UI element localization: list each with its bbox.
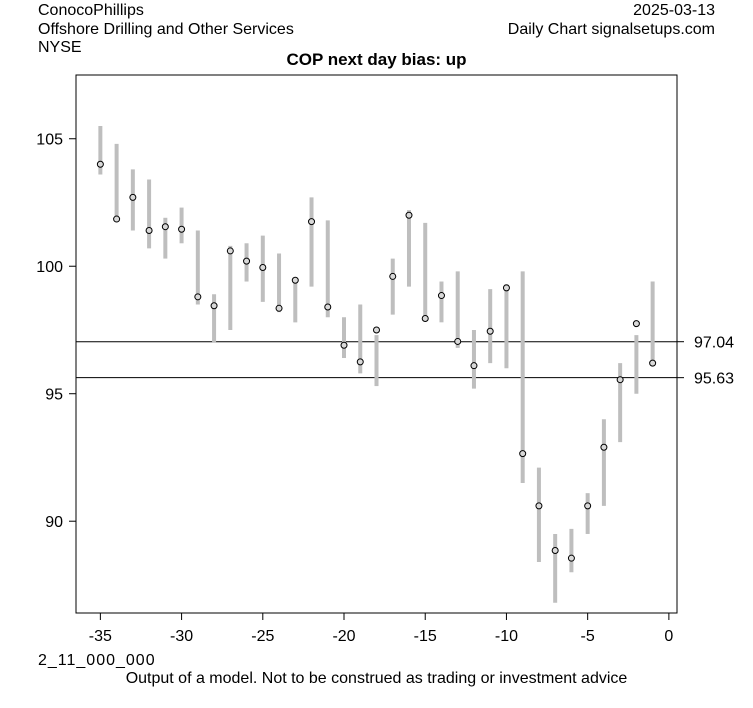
close-point	[113, 215, 121, 223]
y-tick-label: 105	[36, 132, 63, 149]
close-point	[616, 376, 624, 384]
chart-date: 2025-03-13	[633, 2, 715, 19]
close-point	[194, 293, 202, 301]
close-point	[502, 284, 510, 292]
close-point	[308, 218, 316, 226]
x-tick-label: -35	[89, 628, 112, 645]
close-point	[356, 358, 364, 366]
y-tick-label: 100	[36, 259, 63, 276]
company-name: ConocoPhillips	[38, 2, 144, 19]
close-point	[632, 320, 640, 328]
close-point	[373, 326, 380, 334]
close-point	[389, 272, 397, 280]
reference-label: 97.04	[694, 335, 734, 352]
close-point	[470, 362, 478, 370]
close-point	[243, 257, 251, 265]
disclaimer: Output of a model. Not to be construed a…	[125, 670, 628, 687]
close-point	[226, 247, 234, 255]
close-point	[259, 264, 267, 272]
close-point	[161, 223, 169, 231]
close-point	[275, 304, 283, 312]
close-point	[551, 547, 559, 555]
x-tick-label: -15	[414, 628, 437, 645]
close-point	[567, 554, 575, 562]
chart-source: Daily Chart signalsetups.com	[507, 21, 715, 38]
close-point	[600, 443, 608, 451]
industry-label: Offshore Drilling and Other Services	[38, 21, 294, 38]
close-point	[210, 302, 218, 310]
close-point	[340, 341, 348, 349]
x-tick-label: -5	[581, 628, 595, 645]
close-point	[291, 276, 299, 284]
x-tick-label: 0	[664, 628, 673, 645]
close-point	[324, 303, 332, 311]
close-point	[486, 327, 494, 335]
close-point	[421, 315, 429, 323]
y-tick-label: 90	[45, 514, 63, 531]
close-point	[584, 502, 592, 510]
close-point	[437, 292, 445, 300]
close-point	[145, 227, 153, 235]
close-point	[519, 450, 527, 458]
close-point	[178, 225, 186, 233]
x-tick-label: -25	[251, 628, 274, 645]
reference-label: 95.63	[694, 371, 734, 388]
plot-frame	[75, 74, 678, 614]
y-tick-label: 95	[45, 387, 63, 404]
close-point	[405, 211, 413, 219]
close-point	[535, 502, 543, 510]
close-point	[96, 160, 104, 168]
model-code: 2_11_000_000	[38, 652, 156, 669]
close-point	[454, 337, 462, 345]
exchange-label: NYSE	[38, 39, 82, 56]
x-tick-label: -30	[170, 628, 193, 645]
chart-title: COP next day bias: up	[286, 50, 467, 69]
x-tick-label: -20	[332, 628, 355, 645]
close-point	[649, 359, 657, 367]
x-tick-label: -10	[495, 628, 518, 645]
close-point	[129, 193, 137, 201]
